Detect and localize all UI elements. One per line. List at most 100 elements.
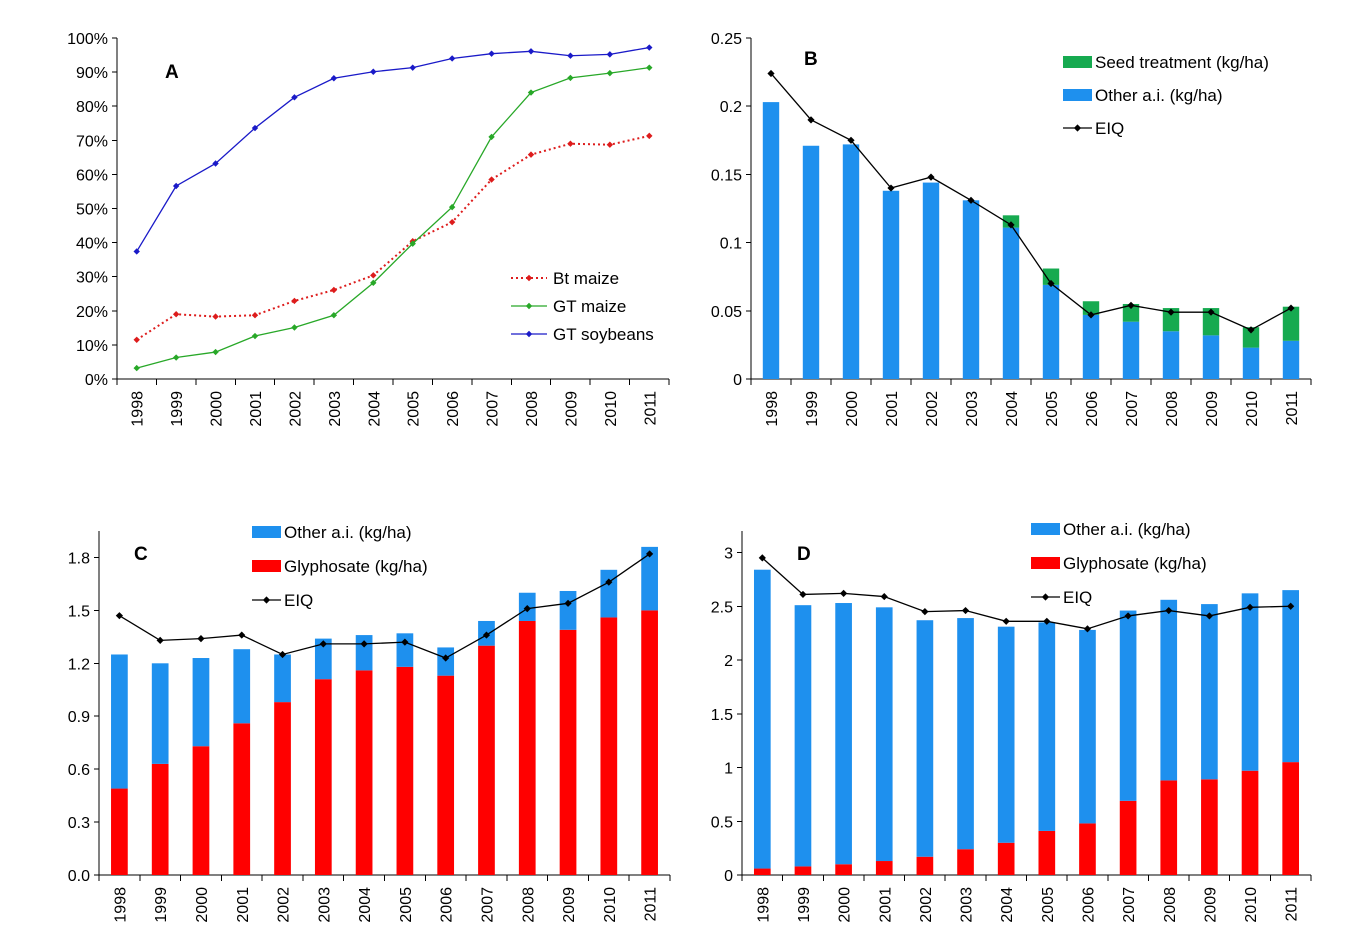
data-point [212,348,219,356]
x-tick-label: 1998 [112,887,129,923]
y-tick-label: 0.6 [68,762,90,779]
bar-segment [1038,622,1056,831]
eiq-point [1205,612,1213,620]
x-tick-label: 2003 [959,887,976,923]
bar-segment [1002,227,1020,379]
x-tick-label: 2006 [1084,391,1101,427]
eiq-point [319,640,327,648]
eiq-line [119,553,650,659]
bar-segment [396,633,414,667]
x-tick-label: 2008 [1164,391,1181,427]
bar-segment [1079,823,1096,875]
panel-b-bar-chart: 0 0.05 0.1 0.15 0.2 0.25 1998 1999 2000 2001 2002 2… [711,31,1312,427]
eiq-point [1002,617,1010,625]
x-tick-label: 2007 [485,391,502,427]
eiq-point [1247,326,1255,334]
eiq-point [605,578,613,586]
bar-segment [600,569,618,618]
eiq-point [523,605,531,613]
legend-label: Glyphosate (kg/ha) [1063,554,1207,573]
bar-segment [1282,590,1300,763]
y-tick-label: 0.5 [711,814,733,831]
bar-segment [997,626,1015,843]
bar-segment [835,603,852,865]
x-tick-label: 2007 [479,887,496,923]
eiq-point [1087,311,1095,319]
eiq-line [761,557,1291,630]
x-tick-label: 2002 [287,391,304,427]
data-point [606,69,614,77]
bar-segment [518,620,536,875]
legend-marker [525,274,533,282]
data-point [251,332,259,340]
bar-segment [962,200,980,379]
panel-d-bar-chart: 0 0.5 1 1.5 2 2.5 3 1998 1999 2000 2001 2002 2003 200… [711,520,1312,923]
data-point [527,151,535,158]
bar-segment [559,629,577,875]
y-tick-label: 0 [724,868,733,885]
eiq-point [360,640,368,648]
eiq-point [927,173,935,181]
legend-label: GT maize [553,297,626,316]
data-point [606,141,614,148]
x-tick-label: 2005 [1044,391,1061,427]
bar-segment [1160,780,1178,875]
bar-segment [1122,321,1140,379]
y-tick-label: 1 [724,761,733,778]
eiq-point [961,606,970,615]
y-tick-label: 0 [733,372,742,389]
y-tick-label: 0.3 [68,815,90,832]
bar-segment [111,654,128,789]
legend-swatch [252,526,281,538]
legend-label: Glyphosate (kg/ha) [284,557,428,576]
y-tick-label: 1.5 [711,707,733,724]
y-tick-label: 0.05 [711,304,742,321]
x-tick-label: 2000 [209,391,226,427]
eiq-point [115,612,123,620]
y-tick-label: 2 [724,653,733,670]
eiq-point [1167,308,1175,316]
data-point [291,297,298,305]
x-tick-label: 2005 [398,887,415,923]
x-tick-label: 2001 [248,391,265,427]
x-tick-label: 1998 [130,391,147,427]
x-tick-label: 2004 [1004,391,1021,427]
y-tick-label: 2.5 [711,599,733,616]
data-point [291,94,298,101]
eiq-point [767,69,775,78]
data-point [251,124,259,132]
bar-segment [1119,800,1137,875]
bar-segment [641,610,658,875]
bar-segment [1282,762,1300,875]
data-point [212,313,219,320]
series-line [136,46,650,252]
x-tick-label: 2002 [276,887,293,923]
data-point [370,272,377,279]
x-tick-label: 2011 [1284,391,1301,426]
x-tick-label: 2002 [918,887,935,923]
eiq-point [840,589,848,597]
bar-segment [314,638,332,680]
bar-segment [1162,331,1180,379]
bar-segment [1282,306,1300,341]
bar-segment [762,102,780,379]
bar-segment [1201,779,1218,875]
x-tick-label: 2010 [1243,887,1260,923]
eiq-point [197,635,205,643]
data-point [567,52,574,59]
bar-segment [478,645,495,875]
bar-segment [111,788,128,875]
panel-letter: C [134,544,148,565]
x-tick-label: 2008 [520,887,537,923]
data-point [606,51,614,58]
y-tick-label: 0.9 [68,709,90,726]
x-tick-label: 2009 [1204,391,1221,427]
bar-segment [753,569,771,869]
data-point [409,240,416,247]
legend-swatch [1031,557,1060,569]
eiq-point [847,136,855,144]
x-tick-label: 2000 [194,887,211,923]
panel-letter: D [797,544,811,565]
y-tick-label: 0.2 [720,99,742,116]
x-tick-label: 2009 [561,887,578,923]
